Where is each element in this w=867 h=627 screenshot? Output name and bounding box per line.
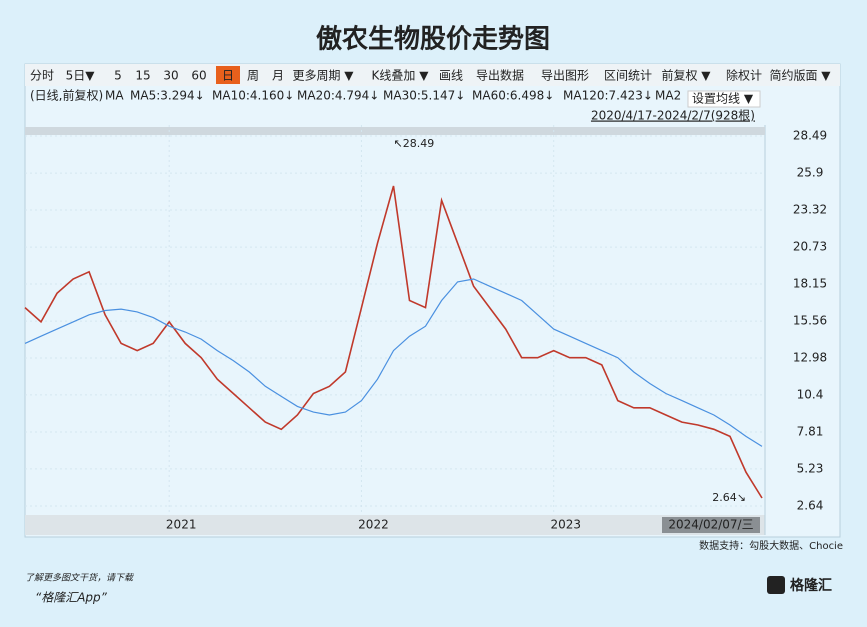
logo: 格隆汇 bbox=[790, 577, 832, 594]
y-tick-label: 2.64 bbox=[797, 498, 824, 512]
toolbar-item[interactable]: 除权计 bbox=[726, 68, 762, 83]
x-end-label: 2024/02/07/三 bbox=[668, 518, 753, 532]
y-tick-label: 5.23 bbox=[797, 461, 824, 475]
toolbar-item[interactable]: 区间统计 bbox=[604, 69, 652, 83]
ma-legend: MA20:4.794↓ bbox=[297, 89, 379, 103]
ma-legend: MA bbox=[105, 89, 124, 103]
ma-legend: MA30:5.147↓ bbox=[383, 89, 465, 103]
toolbar-item[interactable]: 画线 bbox=[439, 69, 463, 83]
toolbar-item[interactable]: 更多周期 ▼ bbox=[292, 69, 354, 83]
y-tick-label: 18.15 bbox=[793, 277, 827, 291]
toolbar-item[interactable]: K线叠加 ▼ bbox=[372, 69, 430, 83]
y-tick-label: 23.32 bbox=[793, 203, 827, 217]
ma-legend: MA120:7.423↓ bbox=[563, 89, 653, 103]
ma-legend: MA2 bbox=[655, 89, 681, 103]
footer-note: 了解更多图文干货，请下载 bbox=[25, 573, 134, 584]
y-tick-label: 15.56 bbox=[793, 314, 827, 328]
panel bbox=[24, 63, 841, 538]
y-tick-label: 7.81 bbox=[797, 424, 824, 438]
toolbar-item[interactable]: 60 bbox=[191, 69, 206, 83]
toolbar-item[interactable]: 5日▼ bbox=[66, 69, 96, 83]
x-end-bg bbox=[662, 517, 760, 533]
toolbar-item[interactable]: 月 bbox=[272, 69, 284, 83]
x-tick-label: 2021 bbox=[166, 518, 197, 532]
toolbar-item[interactable]: 分时 bbox=[30, 69, 54, 83]
toolbar-item[interactable]: 15 bbox=[135, 69, 150, 83]
source: 数据支持：勾股大数据、Chocie bbox=[699, 539, 843, 552]
ticker-strip bbox=[25, 127, 765, 135]
chart-title: 傲农生物股价走势图 bbox=[316, 24, 550, 55]
toolbar-item[interactable]: 导出图形 bbox=[541, 69, 589, 83]
x-tick-label: 2023 bbox=[550, 518, 581, 532]
ma-settings[interactable]: 设置均线 ▼ bbox=[692, 92, 754, 106]
toolbar-item[interactable]: 导出数据 bbox=[476, 68, 524, 83]
range-label: 2020/4/17-2024/2/7(928根) bbox=[591, 109, 755, 123]
y-tick-label: 28.49 bbox=[793, 129, 827, 143]
toolbar-item[interactable]: 前复权 ▼ bbox=[661, 68, 711, 83]
annotation: ↖28.49 bbox=[394, 137, 435, 150]
y-tick-label: 25.9 bbox=[797, 166, 824, 180]
series-line bbox=[24, 185, 763, 499]
ma-legend: MA10:4.160↓ bbox=[212, 89, 294, 103]
toolbar-item[interactable]: 周 bbox=[247, 69, 259, 83]
toolbar-item[interactable]: 简约版面 ▼ bbox=[769, 68, 831, 83]
ma-legend: (日线,前复权) bbox=[30, 88, 103, 103]
series-line bbox=[24, 278, 763, 447]
annotation: 2.64↘ bbox=[712, 491, 746, 504]
ma-legend: MA5:3.294↓ bbox=[130, 89, 205, 103]
toolbar-item[interactable]: 日 bbox=[222, 69, 234, 83]
y-tick-label: 10.4 bbox=[797, 387, 824, 401]
ma-legend: MA60:6.498↓ bbox=[472, 89, 554, 103]
ma-settings-box[interactable] bbox=[687, 90, 761, 108]
footer-app: “格隆汇App” bbox=[35, 591, 108, 605]
y-tick-label: 12.98 bbox=[793, 350, 827, 364]
x-tick-label: 2022 bbox=[358, 518, 389, 532]
y-tick-label: 20.73 bbox=[793, 240, 827, 254]
toolbar-item[interactable]: 5 bbox=[114, 69, 122, 83]
toolbar-active bbox=[216, 66, 240, 84]
toolbar-item[interactable]: 30 bbox=[163, 69, 178, 83]
logo-icon bbox=[767, 576, 785, 594]
x-axis-bar bbox=[25, 515, 765, 535]
